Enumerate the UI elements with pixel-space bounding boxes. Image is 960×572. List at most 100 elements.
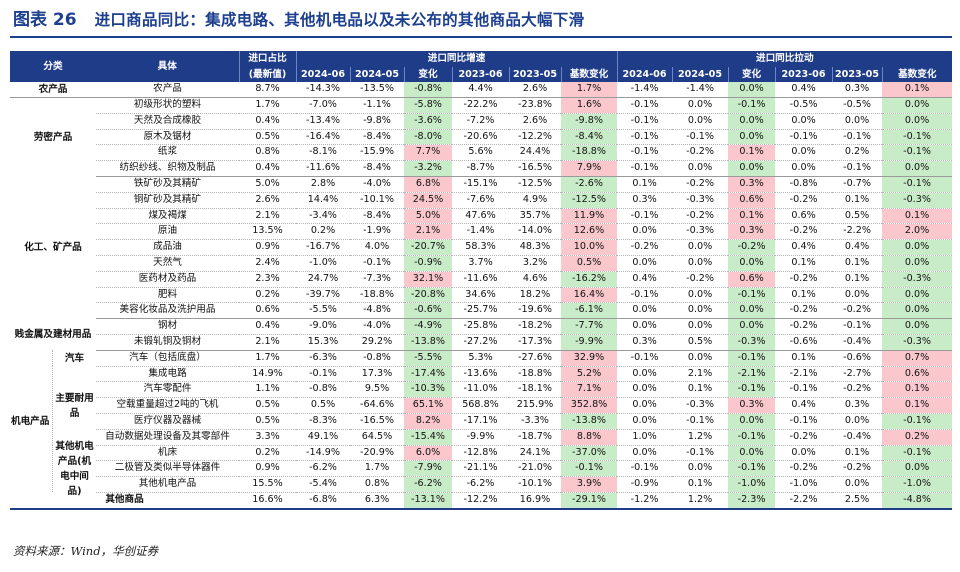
value-cell: 1.6% — [561, 97, 618, 114]
value-cell: 14.9% — [239, 366, 296, 383]
figure-number: 图表 26 — [13, 10, 77, 30]
value-cell: -6.3% — [296, 350, 350, 367]
value-cell: 215.9% — [509, 397, 561, 414]
value-cell: -2.1% — [775, 366, 833, 383]
value-cell: -18.2% — [509, 318, 561, 335]
value-cell: -2.7% — [832, 366, 883, 383]
value-cell: 0.1% — [832, 445, 883, 462]
value-cell: -0.3% — [882, 192, 953, 209]
title-rule — [10, 36, 952, 38]
value-cell: -0.1% — [775, 413, 833, 430]
header-subcol: 2023-06 — [774, 66, 833, 82]
category-cell: 化工、矿产品 — [24, 242, 82, 254]
value-cell: 0.5% — [296, 397, 350, 414]
value-cell: -0.2% — [617, 239, 673, 256]
value-cell: -13.1% — [404, 492, 452, 510]
subcategory-cell: 主要耐用品 — [52, 366, 96, 446]
value-cell: 0.5% — [239, 129, 296, 146]
value-cell: -0.4% — [832, 334, 883, 351]
value-cell: -9.0% — [296, 318, 350, 335]
value-cell: -0.1% — [672, 445, 729, 462]
value-cell: 0.7% — [882, 350, 953, 367]
value-cell: -0.1% — [832, 160, 883, 177]
item-cell: 集成电路 — [96, 366, 239, 383]
value-cell: 0.0% — [728, 82, 776, 98]
value-cell: 13.5% — [239, 223, 296, 241]
value-cell: -18.7% — [509, 429, 561, 446]
value-cell: -8.3% — [296, 413, 350, 430]
value-cell: 24.4% — [509, 144, 561, 162]
value-cell: 8.2% — [404, 413, 452, 430]
value-cell: 0.2% — [239, 287, 296, 304]
value-cell: 0.0% — [672, 239, 729, 256]
value-cell: -3.3% — [509, 413, 561, 430]
value-cell: 0.4% — [775, 82, 833, 98]
value-cell: 0.1% — [728, 208, 776, 225]
value-cell: 0.0% — [728, 129, 776, 146]
value-cell: 4.6% — [509, 271, 561, 288]
table-row: 其他机电产品 15.5% -5.4% 0.8% -6.2% -6.2% -10.1% 3.9%… — [10, 476, 953, 493]
value-cell: 0.3% — [617, 192, 673, 209]
value-cell: 1.7% — [350, 460, 404, 478]
value-cell: 0.0% — [617, 255, 673, 272]
value-cell: 0.0% — [728, 113, 776, 130]
item-cell: 肥料 — [96, 287, 239, 304]
value-cell: -0.5% — [775, 97, 833, 114]
value-cell: -1.0% — [775, 476, 833, 493]
value-cell: -6.2% — [452, 476, 509, 493]
value-cell: -22.2% — [452, 97, 509, 114]
value-cell: -9.8% — [350, 113, 404, 130]
value-cell: 3.2% — [509, 255, 561, 272]
value-cell: -15.9% — [350, 144, 404, 162]
value-cell: -0.2% — [672, 208, 729, 225]
value-cell: -0.1% — [350, 255, 404, 272]
value-cell: 0.0% — [882, 318, 953, 335]
category-cell: 机电产品 — [11, 415, 50, 427]
value-cell: 0.2% — [832, 144, 883, 162]
value-cell: -0.8% — [350, 350, 404, 367]
value-cell: 0.0% — [672, 318, 729, 335]
value-cell: 0.1% — [832, 255, 883, 272]
value-cell: -7.7% — [561, 318, 618, 335]
value-cell: 9.5% — [350, 381, 404, 399]
header-subcol: 变化 — [403, 66, 452, 82]
value-cell: 7.1% — [561, 381, 618, 399]
value-cell: 0.0% — [617, 318, 673, 335]
item-cell: 未锻轧铜及铜材 — [96, 334, 239, 351]
value-cell: -17.4% — [404, 366, 452, 383]
item-cell: 机床 — [96, 445, 239, 462]
value-cell: 0.0% — [672, 287, 729, 304]
value-cell: -11.0% — [452, 381, 509, 399]
value-cell: -15.1% — [452, 176, 509, 193]
value-cell: -0.1% — [296, 366, 350, 383]
value-cell: -10.1% — [509, 476, 561, 493]
value-cell: 352.8% — [561, 397, 618, 414]
value-cell: -16.4% — [296, 129, 350, 146]
value-cell: -0.1% — [617, 460, 673, 478]
value-cell: -8.4% — [350, 129, 404, 146]
value-cell: 1.0% — [617, 429, 673, 446]
value-cell: -0.1% — [728, 429, 776, 446]
value-cell: 0.2% — [296, 223, 350, 241]
value-cell: 0.6% — [728, 271, 776, 288]
value-cell: 2.1% — [672, 366, 729, 383]
value-cell: 0.4% — [775, 397, 833, 414]
value-cell: -16.5% — [509, 160, 561, 177]
item-cell: 原油 — [96, 223, 239, 241]
table-row: 铜矿砂及其精矿 2.6% 14.4% -10.1% 24.5% -7.6% 4.9% -12.… — [10, 192, 953, 209]
item-cell: 初级形状的塑料 — [96, 97, 239, 114]
value-cell: 0.0% — [728, 302, 776, 320]
value-cell: 0.5% — [672, 334, 729, 351]
value-cell: -0.2% — [728, 239, 776, 256]
value-cell: 0.3% — [832, 82, 883, 98]
value-cell: 0.0% — [728, 318, 776, 335]
value-cell: -0.2% — [775, 460, 833, 478]
item-cell: 天然及合成橡胶 — [96, 113, 239, 130]
value-cell: -0.2% — [775, 318, 833, 335]
item-cell: 汽车零配件 — [96, 381, 239, 399]
value-cell: 2.6% — [239, 192, 296, 209]
table-row: 机电产品 汽车（包括底盘） 1.7% -6.3% -0.8% -5.5% 5.3% -27.6… — [10, 350, 953, 427]
value-cell: 0.0% — [672, 460, 729, 478]
value-cell: -0.8% — [296, 381, 350, 399]
value-cell: 47.6% — [452, 208, 509, 225]
